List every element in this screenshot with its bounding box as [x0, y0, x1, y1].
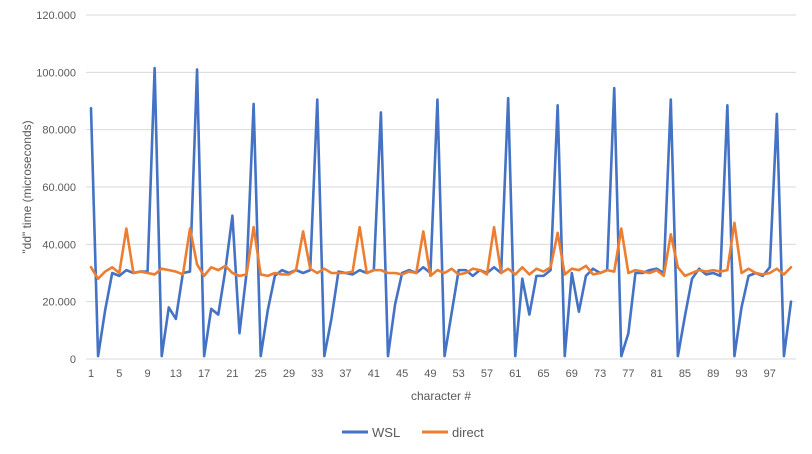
legend-label-wsl: WSL — [372, 425, 400, 440]
y-tick-label: 20.000 — [42, 297, 76, 309]
x-tick-label: 61 — [509, 368, 521, 380]
x-tick-label: 1 — [88, 368, 94, 380]
y-tick-label: 100.000 — [36, 67, 76, 79]
x-tick-label: 5 — [116, 368, 122, 380]
x-tick-label: 65 — [537, 368, 549, 380]
x-tick-label: 21 — [226, 368, 238, 380]
x-tick-label: 85 — [679, 368, 691, 380]
x-tick-label: 41 — [368, 368, 380, 380]
y-tick-label: 120.000 — [36, 10, 76, 22]
x-tick-label: 81 — [651, 368, 663, 380]
x-axis-ticks: 1 5 9 13 17 21 25 29 33 37 41 45 49 53 57 61 65 69 73 77 81 8… — [88, 368, 776, 380]
x-tick-label: 49 — [424, 368, 436, 380]
y-axis-ticks: 0 20.000 40.000 60.000 80.000 100.000 120.000 — [36, 10, 76, 366]
x-tick-label: 33 — [311, 368, 323, 380]
x-tick-label: 57 — [481, 368, 493, 380]
x-tick-label: 9 — [145, 368, 151, 380]
x-tick-label: 93 — [735, 368, 747, 380]
y-tick-label: 40.000 — [42, 239, 76, 251]
x-tick-label: 69 — [566, 368, 578, 380]
series-line-direct — [89, 221, 793, 281]
series-lines — [89, 66, 793, 358]
x-tick-label: 45 — [396, 368, 408, 380]
y-tick-label: 60.000 — [42, 182, 76, 194]
series-line-wsl — [89, 66, 793, 358]
x-tick-label: 73 — [594, 368, 606, 380]
x-tick-label: 29 — [283, 368, 295, 380]
x-tick-label: 97 — [764, 368, 776, 380]
y-tick-label: 0 — [70, 354, 76, 366]
x-tick-label: 77 — [622, 368, 634, 380]
legend-label-direct: direct — [452, 425, 484, 440]
legend: WSL direct — [342, 425, 484, 440]
x-tick-label: 13 — [170, 368, 182, 380]
x-tick-label: 89 — [707, 368, 719, 380]
x-tick-label: 17 — [198, 368, 210, 380]
x-tick-label: 53 — [453, 368, 465, 380]
x-tick-label: 37 — [339, 368, 351, 380]
x-axis-title: character # — [411, 389, 471, 403]
y-tick-label: 80.000 — [42, 125, 76, 137]
y-axis-title: "dd" time (microseconds) — [20, 120, 34, 253]
x-tick-label: 25 — [255, 368, 267, 380]
